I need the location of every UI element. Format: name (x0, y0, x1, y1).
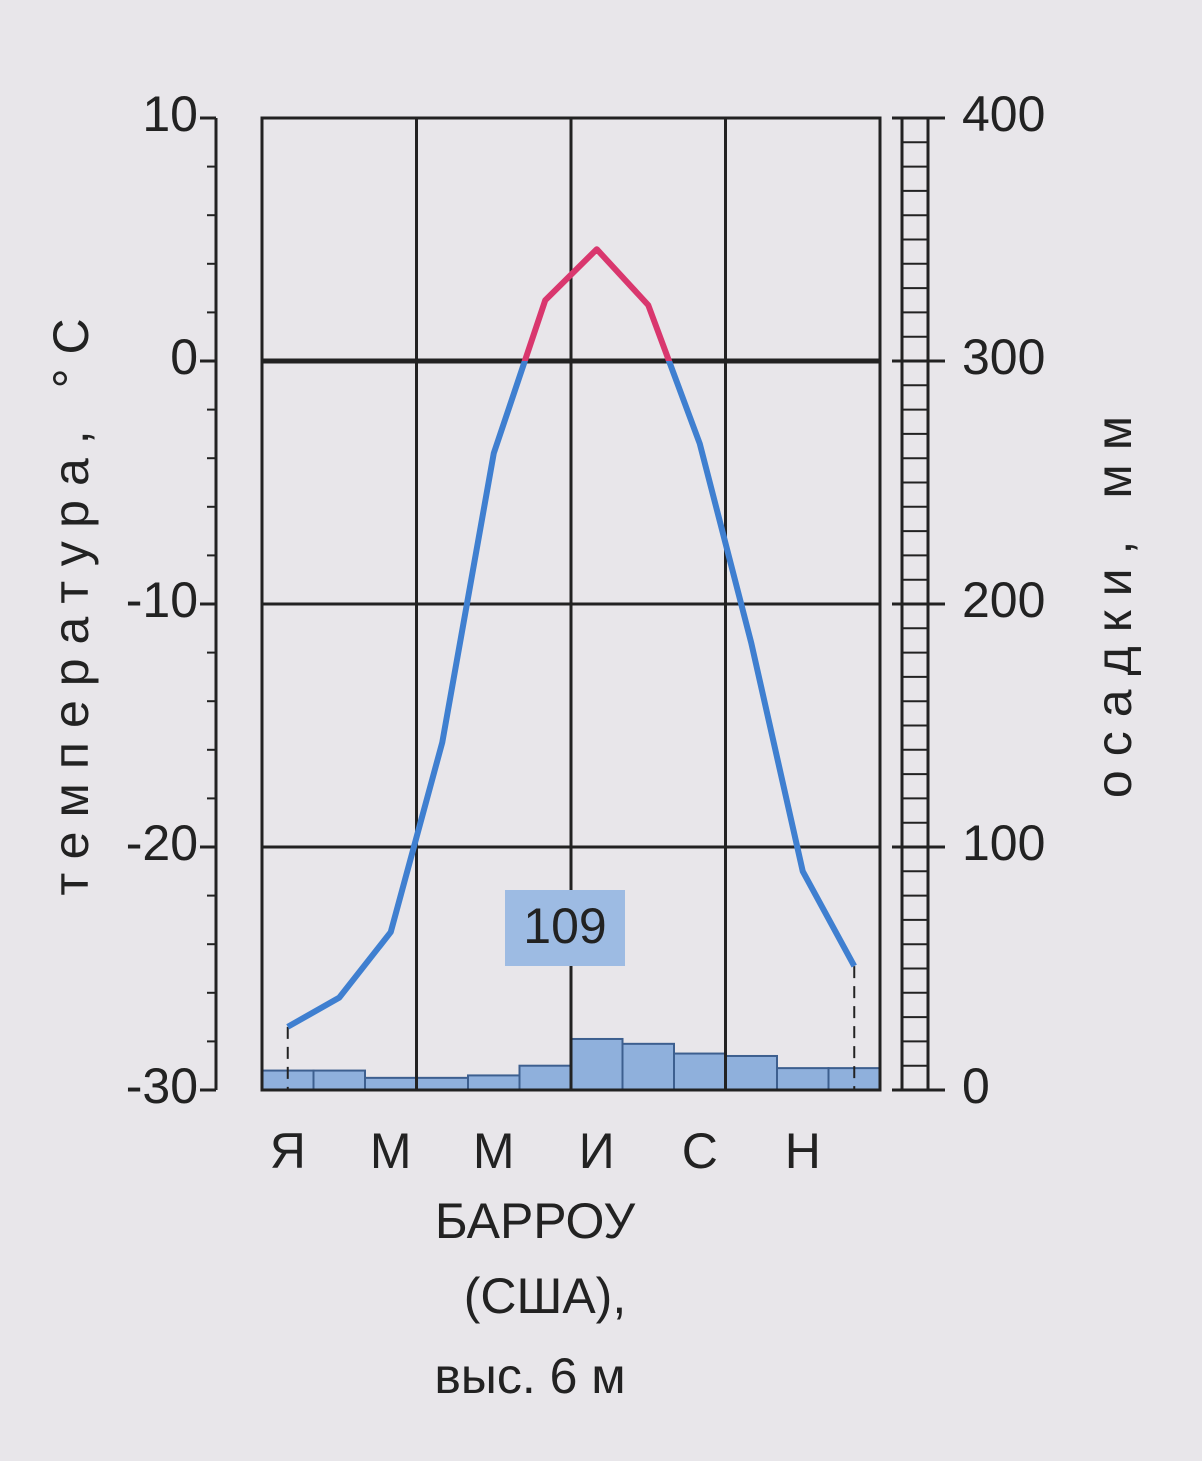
y2-tick-label: 300 (962, 329, 1045, 385)
y2-tick-label: 400 (962, 86, 1045, 142)
chart-note: выс. 6 м (434, 1348, 625, 1404)
y-tick-label: -10 (126, 572, 198, 628)
y2-tick-label: 0 (962, 1058, 990, 1114)
precipitation-bar (415, 1076, 469, 1091)
precipitation-bar (776, 1067, 830, 1092)
annotation: 109 (523, 898, 606, 954)
y-tick-label: -20 (126, 815, 198, 871)
chart-title: БАРРОУ (435, 1193, 635, 1249)
y-tick-label: -30 (126, 1058, 198, 1114)
annotation-box (505, 890, 625, 966)
x-tick-label: М (473, 1123, 515, 1179)
x-tick-label: С (682, 1123, 718, 1179)
y-tick-label: 0 (170, 329, 198, 385)
precipitation-bar (673, 1052, 727, 1092)
temperature-line (521, 246, 673, 361)
x-tick-label: Я (270, 1123, 306, 1179)
precipitation-bar (518, 1064, 572, 1091)
temperature-line (286, 361, 857, 1030)
chart-subtitle: (США), (464, 1268, 626, 1324)
y2-tick-label: 200 (962, 572, 1045, 628)
y2-tick-label: 100 (962, 815, 1045, 871)
x-tick-label: Н (785, 1123, 821, 1179)
y2-axis-title: осадки, мм (1086, 402, 1142, 798)
precipitation-bar (621, 1042, 675, 1091)
y-axis-title: температура, °С (43, 304, 99, 895)
x-tick-label: М (370, 1123, 412, 1179)
x-tick-label: И (579, 1123, 615, 1179)
precipitation-bar (724, 1054, 778, 1091)
precipitation-bar (312, 1069, 366, 1092)
y-tick-label: 10 (142, 86, 198, 142)
precipitation-bar (364, 1076, 418, 1091)
precipitation-bar (570, 1037, 624, 1091)
precipitation-bar (467, 1074, 521, 1092)
